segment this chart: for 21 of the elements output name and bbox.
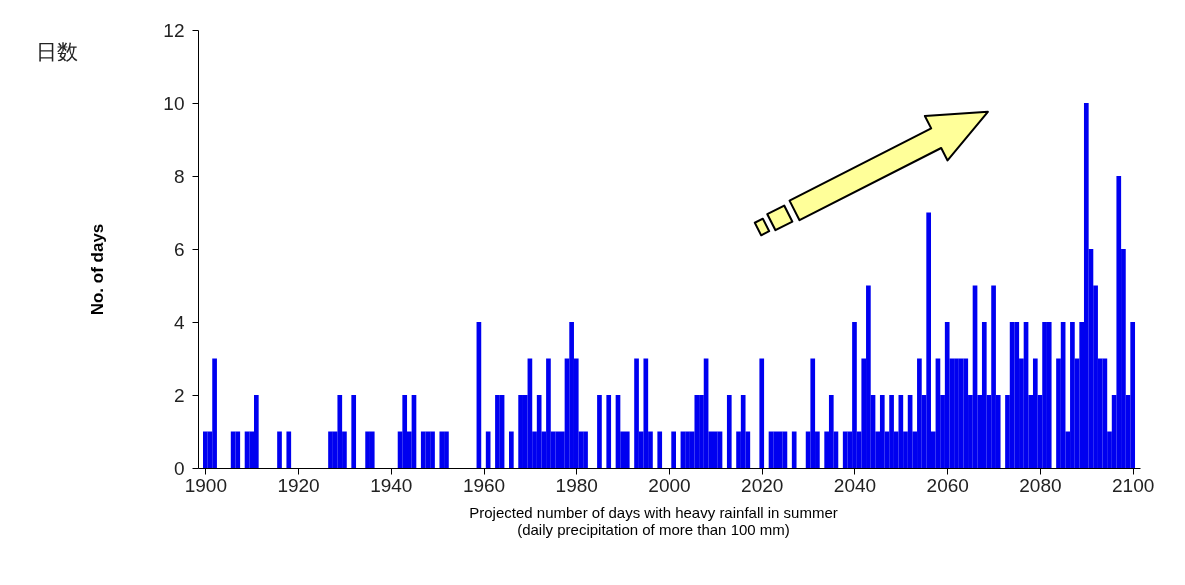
x-axis-title: Projected number of days with heavy rainfall in summer (daily precipitation of more than 100 mm) (469, 503, 838, 538)
y-tick-label: 6 (173, 238, 185, 260)
y-tick-label: 12 (163, 19, 185, 41)
x-tick-label: 2060 (926, 474, 969, 496)
x-tick-label: 1920 (277, 474, 320, 496)
x-tick-label: 1940 (370, 474, 413, 496)
x-tick-label: 2080 (1019, 474, 1062, 496)
x-tick-label: 1900 (184, 474, 227, 496)
y-tick-label: 10 (163, 92, 185, 114)
x-tick-label: 2000 (648, 474, 691, 496)
y-tick-label: 0 (173, 457, 185, 479)
y-axis-title: No. of days (87, 223, 107, 316)
y-tick-label: 4 (173, 311, 185, 333)
y-tick-label: 8 (173, 165, 185, 187)
text: 日数 (36, 39, 78, 66)
x-tick-label: 2040 (833, 474, 877, 496)
x-tick-label: 2020 (741, 474, 784, 496)
x-tick-label: 1980 (555, 474, 598, 496)
x-tick-label: 1960 (462, 474, 506, 496)
y-tick-label: 2 (173, 384, 185, 406)
x-tick-label: 2100 (1112, 474, 1155, 496)
